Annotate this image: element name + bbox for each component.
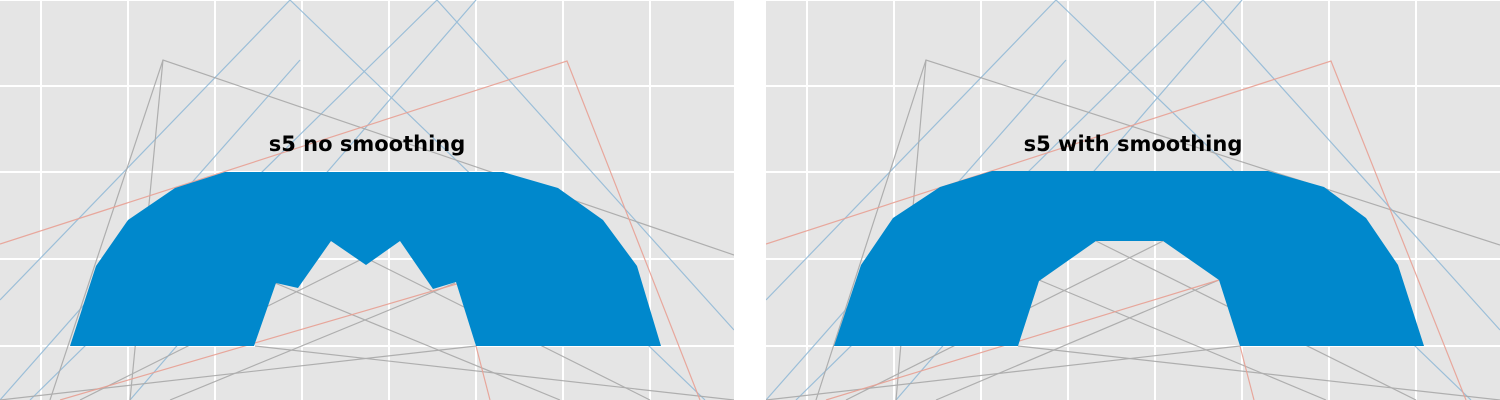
panel-with-smoothing-canvas bbox=[766, 0, 1500, 400]
shape-with-smoothing bbox=[834, 171, 1424, 346]
panel-no-smoothing-canvas bbox=[0, 0, 734, 400]
panel-title: s5 no smoothing bbox=[268, 132, 466, 156]
panel-no-smoothing: s5 no smoothing bbox=[0, 0, 734, 400]
panel-title: s5 with smoothing bbox=[1023, 132, 1243, 156]
shape-no-smoothing bbox=[70, 172, 661, 346]
panel-with-smoothing: s5 with smoothing bbox=[766, 0, 1500, 400]
construction-lines-red bbox=[0, 60, 701, 400]
